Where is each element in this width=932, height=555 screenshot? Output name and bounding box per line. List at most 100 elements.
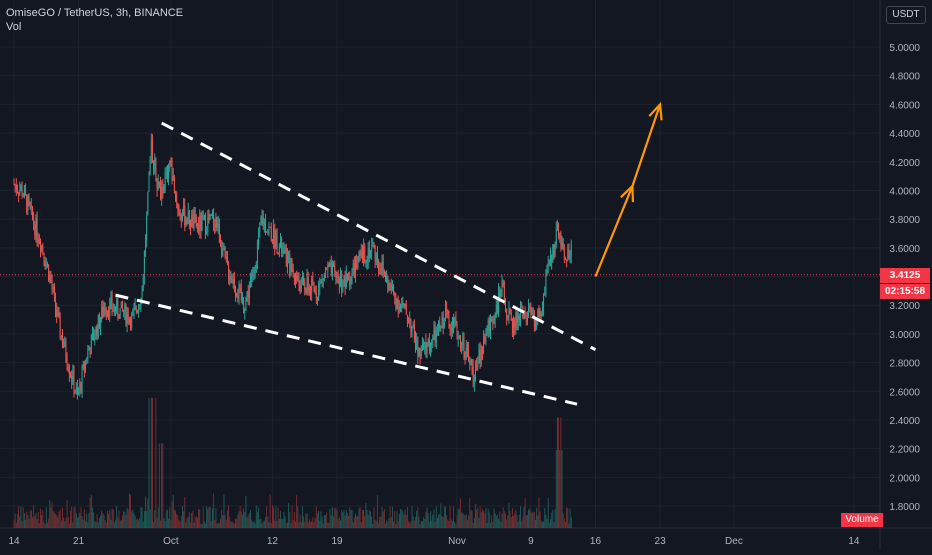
volume-bar — [17, 513, 18, 528]
candle-body — [288, 253, 290, 256]
candle-body — [171, 161, 173, 181]
candle-body — [14, 184, 16, 186]
candle-body — [551, 254, 553, 263]
candle-body — [47, 264, 48, 266]
candle-body — [108, 310, 110, 316]
volume-bar — [388, 518, 390, 528]
candle-body — [446, 308, 448, 311]
candle-body — [222, 250, 224, 256]
candle-body — [157, 181, 159, 189]
volume-bar — [111, 508, 113, 528]
volume-bar — [267, 516, 269, 528]
volume-bar — [522, 516, 524, 528]
candle-body — [477, 361, 479, 368]
candle-body — [537, 310, 539, 320]
volume-bar — [396, 511, 398, 528]
candle-body — [271, 240, 273, 243]
volume-bar — [203, 521, 205, 528]
candle-body — [496, 304, 498, 313]
candle-body — [511, 320, 513, 333]
candle-body — [70, 374, 71, 376]
candle-body — [367, 248, 369, 261]
volume-bar — [443, 506, 445, 528]
volume-bar — [190, 522, 191, 528]
candle-body — [401, 304, 403, 306]
candle-body — [443, 320, 445, 329]
candle-body — [426, 345, 428, 352]
candle-body — [394, 292, 396, 298]
volume-bar — [413, 520, 415, 528]
candle-body — [156, 180, 158, 189]
y-tick-label: 4.6000 — [889, 100, 920, 111]
candle-body — [455, 319, 457, 322]
candle-body — [190, 225, 191, 228]
candle-body — [345, 273, 347, 287]
volume-bar — [357, 515, 359, 528]
candle-body — [148, 173, 150, 192]
candle-body — [350, 277, 352, 286]
candle-body — [523, 311, 525, 318]
x-tick-label: Oct — [163, 536, 179, 547]
currency-badge[interactable]: USDT — [886, 6, 926, 24]
volume-bar — [569, 508, 571, 528]
candle-body — [152, 140, 153, 162]
volume-bar — [50, 507, 52, 528]
candle-body — [552, 244, 554, 263]
volume-bar — [395, 523, 397, 528]
volume-bar — [421, 521, 423, 528]
candle-body — [251, 274, 253, 280]
volume-bar — [276, 520, 278, 528]
volume-bar — [57, 517, 59, 528]
volume-bar — [270, 522, 272, 528]
candle-body — [186, 220, 188, 224]
candle-body — [223, 247, 225, 251]
x-tick-label: Nov — [448, 536, 466, 547]
candle-body — [370, 252, 371, 259]
candle-body — [162, 187, 164, 194]
volume-bar — [435, 506, 437, 528]
volume-bar — [93, 512, 95, 528]
candle-body — [142, 277, 144, 291]
volume-indicator-label[interactable]: Vol — [6, 21, 22, 33]
volume-bar — [329, 508, 331, 528]
candle-body — [196, 224, 198, 227]
x-tick-label: 21 — [73, 536, 85, 547]
candle-body — [357, 256, 359, 268]
volume-bar — [538, 497, 540, 528]
candle-body — [127, 313, 129, 323]
volume-bar — [198, 509, 200, 528]
volume-bar — [442, 517, 444, 528]
candle-body — [254, 271, 256, 273]
candle-body — [419, 348, 421, 356]
candle-body — [122, 301, 123, 310]
candle-body — [568, 248, 570, 257]
candle-body — [183, 205, 185, 216]
candle-body — [303, 276, 305, 283]
volume-bar — [351, 509, 353, 528]
candle-body — [211, 215, 213, 217]
symbol-title[interactable]: OmiseGO / TetherUS, 3h, BINANCE — [6, 7, 184, 19]
volume-bar — [269, 494, 271, 528]
volume-bar — [220, 518, 221, 528]
candle-body — [344, 277, 346, 287]
candle-body — [320, 279, 322, 283]
candle-body — [240, 287, 242, 301]
volume-bar — [65, 518, 67, 528]
volume-bar — [290, 522, 292, 528]
candle-body — [430, 345, 431, 350]
candle-body — [131, 313, 133, 328]
candle-body — [425, 341, 427, 352]
candle-body — [563, 249, 565, 258]
volume-bar — [135, 519, 137, 528]
candle-body — [415, 338, 416, 350]
candle-body — [445, 308, 446, 321]
candle-body — [463, 337, 465, 352]
volume-bar — [376, 495, 378, 528]
candle-body — [405, 303, 407, 315]
volume-bar — [420, 520, 422, 528]
volume-bar — [547, 497, 549, 528]
volume-bar — [247, 515, 249, 528]
volume-bar — [487, 508, 489, 528]
